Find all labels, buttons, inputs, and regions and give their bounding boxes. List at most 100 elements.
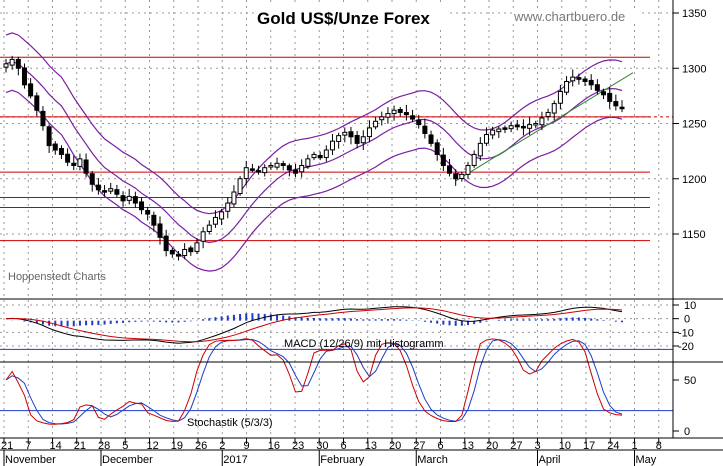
x-tick-label: 2 [219,440,225,452]
candle-body [299,164,305,173]
x-tick-label: 30 [316,440,328,452]
candle-body [139,201,145,211]
candle-body [194,242,200,252]
macd-panel [5,306,623,344]
candle-body [483,134,489,144]
candle-body [447,165,453,174]
x-axis-ticks: 21 7 14 21 28 5 12 19 26 2 9 16 23 30 6 13 20 27 6 13 20 27 3 1… [1,438,662,466]
candle-body [225,202,231,212]
lower-band [5,89,623,272]
x-tick-label: 27 [510,440,522,452]
candle-body [280,163,286,166]
candle-body [163,235,169,252]
watermark-text: www.chartbuero.de [513,9,625,24]
candle-body [329,140,335,151]
candle-body [243,167,249,180]
candle-body [459,173,465,180]
candle-body [145,209,151,215]
candle-body [502,127,508,130]
candle-body [89,173,95,185]
watermark-bg [512,8,642,24]
candle-body [533,123,539,126]
macd-line [5,306,623,344]
candle-body [65,153,71,163]
price-candles [3,55,625,261]
candle-body [416,119,422,126]
candle-body [77,158,83,167]
candle-body [373,120,379,128]
x-tick-label: 28 [98,440,110,452]
candle-body [422,125,428,134]
candle-body [175,253,181,257]
candle-body [539,117,545,126]
candle-body [342,131,348,136]
candle-body [601,91,607,96]
stoch-k-line [5,338,623,425]
middle-band [5,60,623,244]
candle-body [508,125,514,130]
stoch-label: Stochastik (5/3/3) [187,417,273,429]
stoch-d-line [5,338,623,425]
candle-body [15,58,21,69]
candle-body [551,103,557,114]
candle-body [3,63,9,68]
x-tick-label: 23 [292,440,304,452]
candle-body [557,90,563,104]
candle-body [564,81,570,93]
candle-body [410,115,416,120]
candle-body [323,149,329,158]
candle-body [293,169,299,174]
candle-body [231,191,237,205]
candle-body [570,76,576,82]
signal-line [5,307,623,343]
candle-body [527,124,533,129]
x-tick-label: 8 [656,440,662,452]
candle-body [465,164,471,175]
x-tick-label: 6 [341,440,347,452]
candle-body [360,136,366,144]
candle-body [169,249,175,255]
candle-body [391,109,397,115]
x-tick-label: 27 [413,440,425,452]
candle-body [114,189,120,195]
candle-body [21,67,27,86]
x-tick-label: 13 [462,440,474,452]
y-tick-label: 1200 [682,174,706,186]
month-label: April [539,454,561,466]
candle-body [268,164,274,168]
x-tick-label: 17 [583,440,595,452]
month-label: May [636,454,657,466]
chart-title: Gold US$/Unze Forex [257,9,430,28]
x-tick-label: 6 [438,440,444,452]
candle-body [219,211,225,220]
x-tick-label: 3 [535,440,541,452]
candle-body [46,126,52,147]
candle-body [613,101,619,107]
candle-body [188,247,194,253]
candle-body [237,178,243,195]
candle-body [151,214,157,226]
candle-body [34,95,40,111]
x-tick-label: 20 [486,440,498,452]
x-tick-label: 9 [244,440,250,452]
candle-body [83,159,89,174]
candle-body [514,124,520,128]
candle-body [182,248,188,256]
month-label: December [102,454,153,466]
candle-body [95,184,101,191]
candle-body [305,158,311,167]
candle-body [28,83,34,97]
candle-body [336,135,342,142]
candle-body [317,154,323,159]
candle-body [200,231,206,242]
candle-body [102,190,108,193]
candle-body [434,142,440,155]
candle-body [274,162,280,168]
x-tick-label: 26 [195,440,207,452]
y-tick-label: -10 [678,327,694,339]
candle-body [52,143,58,151]
candle-body [545,111,551,117]
candle-body [354,134,360,144]
